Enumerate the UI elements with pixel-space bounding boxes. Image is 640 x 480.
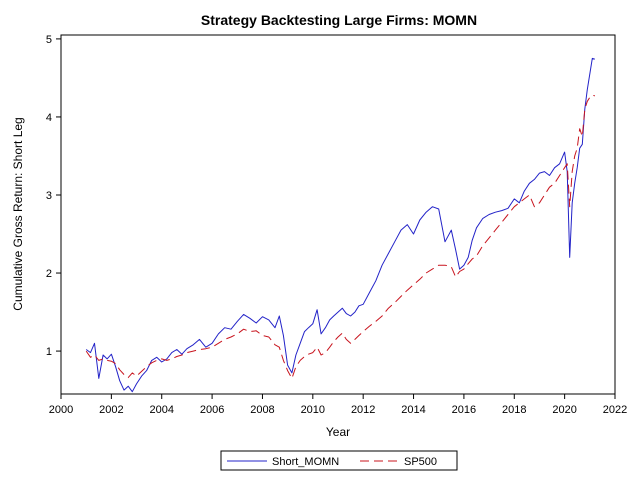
x-tick-label: 2000 <box>49 404 73 416</box>
y-tick-label: 4 <box>46 112 52 124</box>
x-tick-label: 2006 <box>200 404 224 416</box>
axes: 2000 2002 2004 2006 2008 2010 2012 2014 2016 2018… <box>46 34 627 416</box>
chart-title: Strategy Backtesting Large Firms: MOMN <box>201 12 477 28</box>
x-tick-label: 2020 <box>552 404 576 416</box>
x-tick-label: 2016 <box>452 404 476 416</box>
x-tick-label: 2014 <box>401 404 425 416</box>
plot-area <box>60 34 616 395</box>
y-tick-label: 5 <box>46 34 52 46</box>
y-tick-label: 1 <box>46 346 52 358</box>
x-tick-label: 2012 <box>351 404 375 416</box>
x-tick-label: 2018 <box>502 404 526 416</box>
x-tick-label: 2022 <box>603 404 627 416</box>
y-axis-label: Cumulative Gross Return: Short Leg <box>11 117 25 310</box>
series-line-sp500 <box>85 94 596 379</box>
series-line-short-momn <box>85 57 596 393</box>
legend: Short_MOMN SP500 <box>220 450 458 471</box>
x-axis-label: Year <box>326 425 350 439</box>
x-tick-label: 2002 <box>99 404 123 416</box>
y-tick-label: 3 <box>46 190 52 202</box>
x-tick-label: 2010 <box>301 404 325 416</box>
legend-label-sp500: SP500 <box>404 456 437 468</box>
legend-box <box>220 450 458 471</box>
x-tick-label: 2008 <box>250 404 274 416</box>
x-tick-label: 2004 <box>149 404 173 416</box>
y-tick-label: 2 <box>46 268 52 280</box>
series-layer <box>85 57 596 393</box>
legend-label-short-momn: Short_MOMN <box>272 456 339 468</box>
